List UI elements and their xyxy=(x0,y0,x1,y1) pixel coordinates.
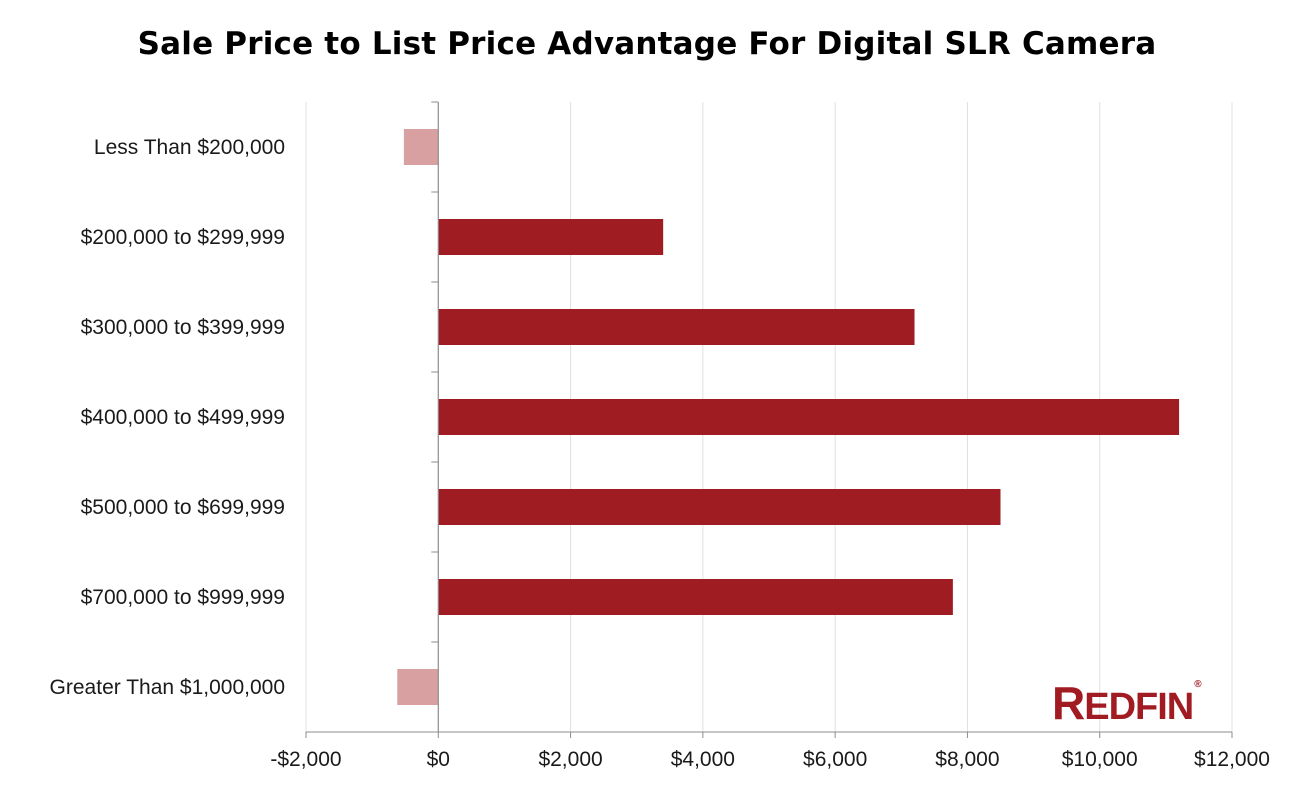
axes xyxy=(305,101,1233,738)
bar xyxy=(438,399,1180,435)
x-tick-label: $8,000 xyxy=(935,748,999,771)
x-tick-label: $0 xyxy=(427,748,450,771)
tick-labels: -$2,000 $0 $2,000 $4,000 $6,000 $8,000 $10,000… xyxy=(50,136,1270,771)
x-tick-label: $4,000 xyxy=(671,748,735,771)
category-label: $300,000 to $399,999 xyxy=(81,316,285,339)
category-label: Less Than $200,000 xyxy=(94,136,285,159)
x-tick-label: $2,000 xyxy=(538,748,602,771)
x-tick-label: $12,000 xyxy=(1194,748,1270,771)
bar xyxy=(438,219,664,255)
category-label: Greater Than $1,000,000 xyxy=(50,676,285,699)
x-tick-label: $10,000 xyxy=(1062,748,1138,771)
x-tick-label: -$2,000 xyxy=(270,748,341,771)
category-label: $700,000 to $999,999 xyxy=(81,586,285,609)
bar xyxy=(403,129,439,165)
chart-title: Sale Price to List Price Advantage For D… xyxy=(137,26,1157,62)
bars xyxy=(397,129,1180,705)
redfin-logo: REDFIN® xyxy=(1052,677,1202,729)
bar xyxy=(397,669,439,705)
bar xyxy=(438,489,1001,525)
category-label: $400,000 to $499,999 xyxy=(81,406,285,429)
bar xyxy=(438,579,953,615)
bar xyxy=(438,309,915,345)
category-label: $500,000 to $699,999 xyxy=(81,496,285,519)
x-tick-label: $6,000 xyxy=(803,748,867,771)
category-label: $200,000 to $299,999 xyxy=(81,226,285,249)
